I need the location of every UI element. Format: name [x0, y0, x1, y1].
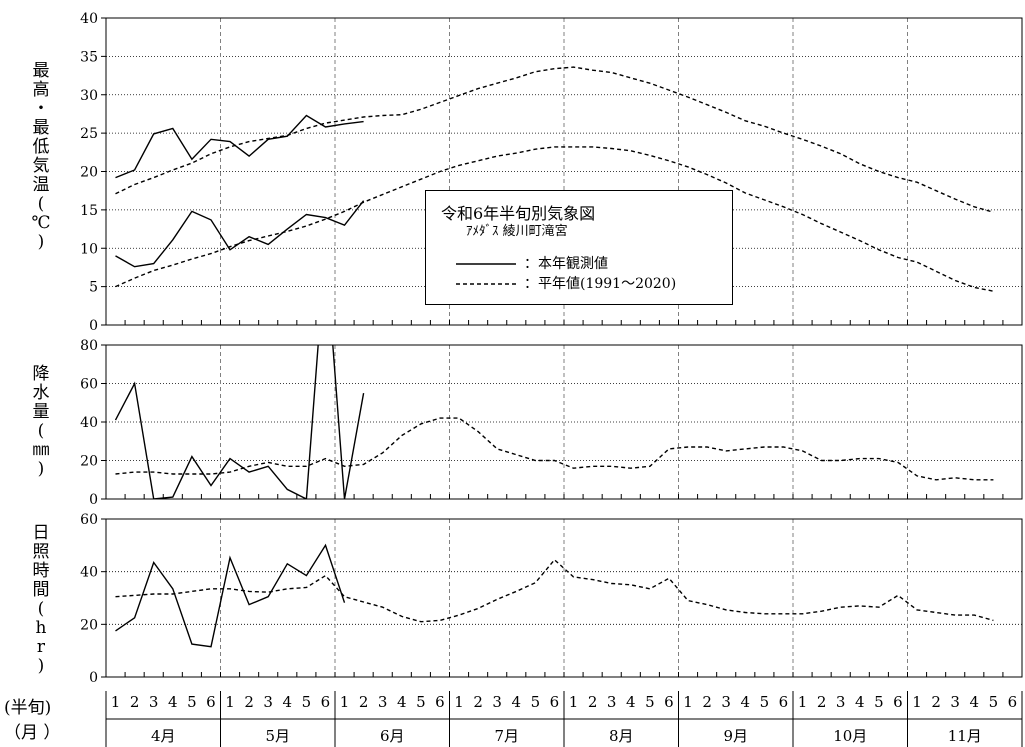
- pentad-tick-label: 2: [588, 693, 598, 711]
- y-tick-label: 35: [80, 49, 98, 65]
- y-tick-label: 15: [80, 203, 98, 219]
- pentad-tick-label: 6: [435, 693, 445, 711]
- y-tick-label: 25: [80, 126, 98, 142]
- series-normal-line: [115, 146, 994, 292]
- y-tick-label: 20: [80, 617, 98, 633]
- pentad-tick-label: 5: [874, 693, 884, 711]
- pentad-tick-label: 3: [149, 693, 159, 711]
- y-tick-label: 40: [80, 11, 98, 27]
- y-tick-label: 40: [80, 415, 98, 431]
- pentad-row-label: (半旬): [4, 698, 52, 718]
- y-tick-label: 40: [80, 565, 98, 581]
- y-tick-label: 30: [80, 88, 98, 104]
- y-tick-label: 0: [89, 670, 98, 686]
- pentad-tick-label: 5: [531, 693, 541, 711]
- pentad-tick-label: 5: [760, 693, 770, 711]
- y-tick-label: 5: [89, 280, 98, 296]
- month-label: 7月: [494, 727, 519, 745]
- pentad-tick-label: 3: [263, 693, 273, 711]
- series-normal-line: [115, 558, 994, 623]
- pentad-tick-label: 3: [721, 693, 731, 711]
- pentad-tick-label: 6: [206, 693, 216, 711]
- series-actual-line: [114, 345, 365, 499]
- pentad-tick-label: 1: [454, 693, 464, 711]
- pentad-tick-label: 2: [702, 693, 712, 711]
- legend-solid-line: [456, 263, 516, 265]
- pentad-tick-label: 4: [512, 693, 522, 711]
- pentad-tick-label: 4: [855, 693, 865, 711]
- legend-actual-label: ：本年観測値: [524, 256, 608, 272]
- month-label: 11月: [948, 727, 982, 745]
- pentad-tick-label: 2: [359, 693, 369, 711]
- month-row-label: （月 ）: [4, 723, 61, 743]
- legend-normal-label: ：平年値(1991～2020): [524, 276, 677, 292]
- sunshine-axis-label: 日照時間(h r): [32, 523, 50, 676]
- month-label: 9月: [723, 727, 748, 745]
- y-tick-label: 60: [80, 512, 98, 528]
- y-tick-label: 20: [80, 454, 98, 470]
- y-tick-label: 10: [80, 241, 98, 257]
- pentad-tick-label: 4: [397, 693, 407, 711]
- pentad-tick-label: 3: [607, 693, 617, 711]
- y-tick-label: 0: [89, 492, 98, 508]
- month-label: 5月: [265, 727, 290, 745]
- month-label: 10月: [833, 727, 867, 745]
- pentad-tick-label: 2: [931, 693, 941, 711]
- pentad-tick-label: 2: [130, 693, 140, 711]
- pentad-tick-label: 4: [626, 693, 636, 711]
- pentad-tick-label: 2: [473, 693, 483, 711]
- pentad-tick-label: 5: [645, 693, 655, 711]
- pentad-tick-label: 6: [779, 693, 789, 711]
- series-normal-line: [115, 417, 994, 481]
- pentad-tick-label: 6: [321, 693, 331, 711]
- y-tick-label: 20: [80, 165, 98, 181]
- precipitation-axis-label: 降水量(㎜): [32, 364, 50, 479]
- pentad-tick-label: 4: [741, 693, 751, 711]
- pentad-tick-label: 5: [989, 693, 999, 711]
- pentad-tick-label: 4: [168, 693, 178, 711]
- pentad-tick-label: 3: [836, 693, 846, 711]
- pentad-tick-label: 3: [492, 693, 502, 711]
- month-label: 4月: [151, 727, 176, 745]
- y-tick-label: 80: [80, 338, 98, 354]
- series-normal-line: [115, 66, 994, 213]
- pentad-tick-label: 1: [340, 693, 350, 711]
- pentad-tick-label: 2: [244, 693, 254, 711]
- pentad-tick-label: 1: [225, 693, 235, 711]
- pentad-tick-label: 5: [416, 693, 426, 711]
- pentad-tick-label: 6: [550, 693, 560, 711]
- pentad-tick-label: 4: [970, 693, 980, 711]
- pentad-tick-label: 1: [683, 693, 693, 711]
- pentad-tick-label: 1: [569, 693, 579, 711]
- pentad-tick-label: 3: [378, 693, 388, 711]
- series-actual-line: [115, 543, 346, 648]
- pentad-tick-label: 2: [817, 693, 827, 711]
- pentad-tick-label: 1: [798, 693, 808, 711]
- y-tick-label: 60: [80, 377, 98, 393]
- legend-station: ｱﾒﾀﾞｽ 綾川町滝宮: [466, 224, 568, 239]
- pentad-tick-label: 6: [893, 693, 903, 711]
- pentad-tick-label: 1: [912, 693, 922, 711]
- month-label: 8月: [609, 727, 634, 745]
- pentad-tick-label: 3: [950, 693, 960, 711]
- y-tick-label: 0: [89, 318, 98, 334]
- legend-title: 令和6年半旬別気象図: [441, 204, 596, 223]
- pentad-tick-label: 1: [111, 693, 121, 711]
- month-label: 6月: [380, 727, 405, 745]
- series-actual-line: [115, 200, 365, 268]
- pentad-tick-label: 4: [283, 693, 293, 711]
- series-actual-line: [115, 114, 364, 179]
- legend-box: 令和6年半旬別気象図 ｱﾒﾀﾞｽ 綾川町滝宮 ：本年観測値 ：平年値(1991～…: [425, 190, 733, 305]
- pentad-tick-label: 5: [187, 693, 197, 711]
- pentad-tick-label: 6: [664, 693, 674, 711]
- legend-dashed-line: [456, 283, 516, 285]
- pentad-tick-label: 6: [1008, 693, 1018, 711]
- pentad-tick-label: 5: [302, 693, 312, 711]
- temperature-axis-label: 最高・最低気温(℃): [31, 61, 51, 252]
